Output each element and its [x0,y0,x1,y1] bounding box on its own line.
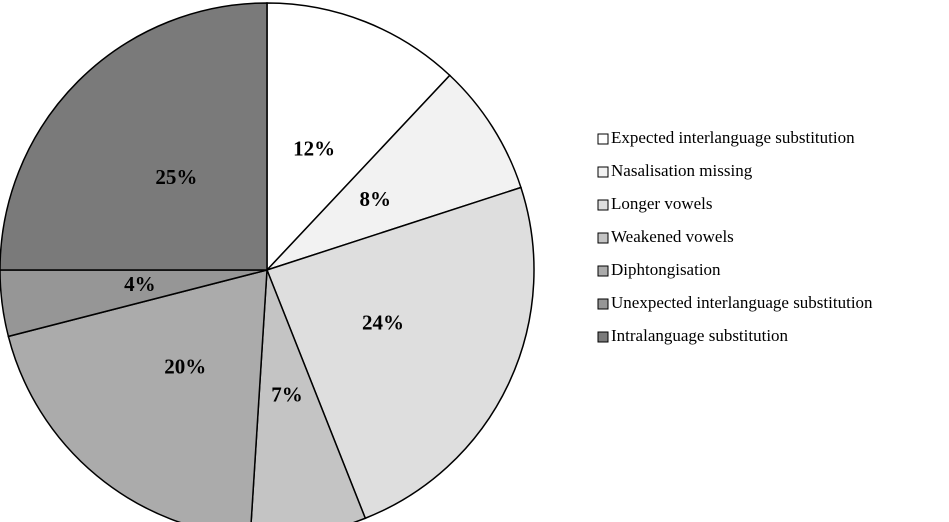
value-label: 8% [359,187,391,211]
legend-label: Intralanguage substitution [611,326,789,345]
legend-swatch [597,133,609,145]
legend-swatch [597,166,609,178]
legend-label: Expected interlanguage substitution [611,128,855,147]
legend-label: Nasalisation missing [611,161,753,180]
legend-label: Diphtongisation [611,260,721,279]
value-label: 12% [293,137,335,161]
legend-label: Unexpected interlanguage substitution [611,293,873,312]
pie-slice [266,186,535,520]
pie-slice [7,269,268,522]
legend-swatch [597,265,609,277]
pie-slice [266,74,522,271]
legend-swatch [597,232,609,244]
pie-slice [0,2,268,271]
legend-label: Weakened vowels [611,227,734,246]
legend-swatch [597,199,609,211]
value-label: 7% [271,382,303,406]
value-label: 24% [362,310,404,334]
legend-swatch [597,331,609,343]
pie-slice [266,2,451,272]
pie-slice [250,269,367,522]
value-label: 20% [164,355,206,379]
value-label: 4% [124,272,156,296]
legend-label: Longer vowels [611,194,713,213]
legend-swatch [597,298,609,310]
value-label: 25% [155,165,197,189]
